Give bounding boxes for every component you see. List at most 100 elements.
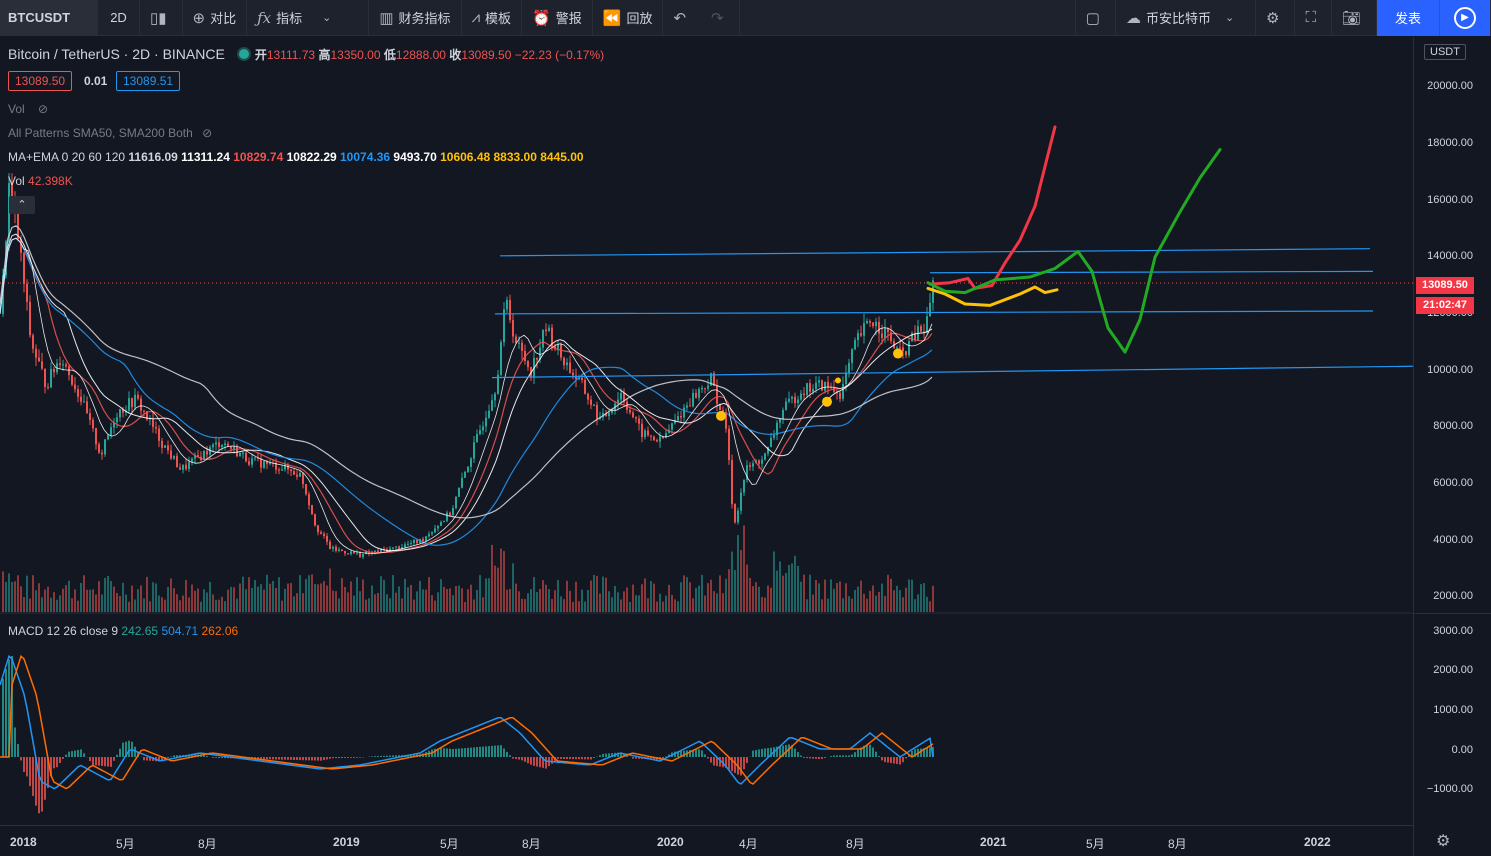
- macd-histogram-bar: [923, 748, 925, 757]
- redo-button[interactable]: ↷: [701, 0, 740, 36]
- macd-histogram-bar: [707, 757, 709, 759]
- candle-body: [392, 547, 394, 549]
- candle-body: [74, 384, 76, 390]
- candle-body: [437, 525, 439, 529]
- ma-ema-legend[interactable]: MA+EMA 0 20 60 120 11616.09 11311.24 108…: [8, 150, 584, 164]
- interval-button[interactable]: 2D: [98, 0, 140, 36]
- buy-button[interactable]: 13089.51: [116, 71, 181, 91]
- candle-body: [77, 389, 79, 397]
- sell-button[interactable]: 13089.50: [8, 71, 73, 91]
- low-value: 12888.00: [395, 48, 446, 62]
- macd-legend[interactable]: MACD 12 26 close 9 242.65 504.71 262.06: [8, 624, 238, 638]
- macd-histogram-bar: [266, 757, 268, 760]
- price-axis[interactable]: USDT 20000.0018000.0016000.0014000.00120…: [1413, 37, 1491, 856]
- volume-bar: [695, 587, 697, 612]
- chart-type-button[interactable]: ▯▮: [140, 0, 183, 36]
- vol2-legend[interactable]: Vol 42.398K: [8, 174, 73, 188]
- volume-bar: [200, 601, 202, 612]
- volume-bar: [854, 589, 856, 612]
- macd-histogram-bar: [890, 757, 892, 764]
- layout-name-button[interactable]: ☁ 币安比特币 ⌄: [1116, 0, 1256, 36]
- volume-bar: [890, 578, 892, 612]
- volume-bar: [338, 598, 340, 612]
- gear-icon[interactable]: ⚙: [1436, 833, 1451, 850]
- volume-bar: [434, 600, 436, 612]
- snapshot-button[interactable]: 📷︎: [1332, 0, 1377, 36]
- collapse-legend-button[interactable]: ⌃: [9, 196, 35, 214]
- vol-indicator-legend[interactable]: Vol ⊘: [8, 102, 48, 116]
- candle-body: [479, 430, 481, 435]
- macd-histogram-bar: [902, 757, 904, 763]
- compare-button[interactable]: ⊕ 对比: [183, 0, 248, 36]
- macd-histogram-bar: [821, 757, 823, 759]
- volume-bar: [878, 592, 880, 612]
- candle-body: [608, 412, 610, 417]
- volume-bar: [578, 601, 580, 612]
- layout-button[interactable]: ▢: [1074, 0, 1116, 36]
- candle-body: [275, 462, 277, 470]
- macd-histogram-bar: [563, 757, 565, 759]
- settings-button[interactable]: ⚙: [1256, 0, 1296, 36]
- candle-body: [515, 336, 517, 344]
- candle-body: [482, 426, 484, 431]
- macd-histogram-bar: [806, 757, 808, 759]
- price-chart-canvas[interactable]: [0, 37, 1413, 856]
- gear-icon: ⚙: [1265, 9, 1280, 27]
- volume-bar: [449, 588, 451, 612]
- macd-histogram-bar: [503, 748, 505, 757]
- pattern-marker: [893, 348, 903, 359]
- volume-bar: [647, 598, 649, 612]
- volume-bar: [455, 586, 457, 612]
- fullscreen-button[interactable]: ⛶: [1295, 0, 1332, 36]
- volume-bar: [809, 574, 811, 612]
- volume-bar: [47, 586, 49, 612]
- undo-button[interactable]: ↶: [663, 0, 701, 36]
- volume-bar: [680, 582, 682, 612]
- volume-bar: [275, 587, 277, 612]
- macd-tick: 0.00: [1451, 744, 1473, 756]
- candle-body: [617, 399, 619, 404]
- play-button[interactable]: ▶: [1439, 0, 1491, 36]
- currency-button[interactable]: USDT: [1424, 44, 1466, 60]
- replay-button[interactable]: ⏪ 回放: [593, 0, 664, 36]
- volume-bar: [794, 555, 796, 612]
- candle-body: [332, 546, 334, 549]
- publish-button[interactable]: 发表: [1377, 0, 1439, 36]
- indicators-button[interactable]: ƒx 指标 ⌄: [247, 0, 370, 36]
- symbol-label: BTCUSDT: [8, 10, 71, 25]
- volume-bar: [833, 588, 835, 612]
- macd-histogram-bar: [632, 757, 634, 759]
- candle-body: [152, 418, 154, 427]
- macd-histogram-bar: [458, 748, 460, 757]
- volume-bar: [17, 575, 19, 612]
- macd-histogram-bar: [146, 757, 148, 761]
- volume-bar: [893, 590, 895, 612]
- macd-histogram-bar: [734, 757, 736, 773]
- volume-bar: [749, 578, 751, 612]
- candle-body: [188, 461, 190, 469]
- macd-histogram-bar: [743, 757, 745, 770]
- financials-button[interactable]: ▥ 财务指标: [369, 0, 462, 36]
- alert-button[interactable]: ⏰ 警报: [522, 0, 593, 36]
- volume-bar: [815, 579, 817, 612]
- candle-body: [71, 375, 73, 385]
- symbol-title[interactable]: Bitcoin / TetherUS · 2D · BINANCE: [8, 46, 225, 62]
- volume-bar: [281, 600, 283, 612]
- macd-histogram-bar: [653, 757, 655, 760]
- volume-bar: [533, 577, 535, 612]
- chart-area[interactable]: Bitcoin / TetherUS · 2D · BINANCE 开13111.…: [0, 37, 1491, 856]
- eye-hidden-icon[interactable]: ⊘: [202, 126, 213, 140]
- time-axis[interactable]: 2018 5月 8月 2019 5月 8月 2020 4月 8月 2021 5月 8月 2022: [0, 825, 1413, 856]
- price-tick: 8000.00: [1433, 420, 1473, 433]
- volume-bar: [524, 599, 526, 612]
- symbol-search[interactable]: BTCUSDT: [0, 0, 98, 36]
- macd-histogram-bar: [788, 744, 790, 757]
- patterns-indicator-legend[interactable]: All Patterns SMA50, SMA200 Both ⊘: [8, 126, 212, 140]
- candle-body: [449, 512, 451, 516]
- candle-body: [539, 347, 541, 360]
- templates-button[interactable]: ⩘ 模板: [462, 0, 523, 36]
- eye-hidden-icon[interactable]: ⊘: [38, 102, 49, 116]
- volume-bar: [140, 585, 142, 612]
- volume-bar: [740, 550, 742, 612]
- volume-bar: [149, 601, 151, 612]
